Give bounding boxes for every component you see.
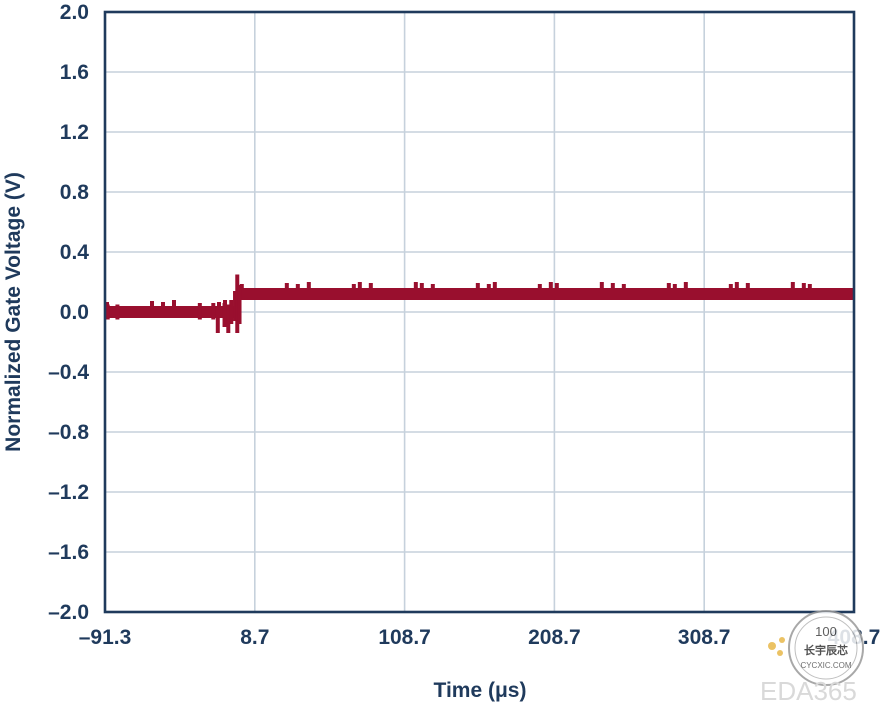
trace-ripple — [672, 284, 677, 288]
trace-ripple — [357, 282, 362, 288]
trace-ripple — [610, 283, 615, 288]
x-tick-label: 308.7 — [678, 626, 731, 649]
plot-frame — [103, 10, 856, 614]
trace-ripple — [683, 282, 688, 288]
trace-ripple — [475, 283, 480, 288]
y-tick-label: 0.8 — [60, 181, 90, 204]
y-tick-label: 1.6 — [60, 61, 89, 84]
y-tick-label: 2.0 — [60, 1, 89, 24]
trace-ripple — [666, 283, 671, 288]
trace-ripple — [419, 283, 424, 288]
trace-ripple — [306, 282, 311, 288]
trace-ripple — [621, 284, 626, 288]
watermark-url: CYCXIC.COM — [800, 661, 851, 670]
x-tick-label: 208.7 — [528, 626, 581, 649]
y-tick-label: –0.8 — [48, 421, 89, 444]
trace-ripple — [295, 284, 300, 288]
trace-ripple — [537, 284, 542, 288]
trace-ripple — [486, 284, 491, 288]
trace-ripple — [734, 282, 739, 288]
trace-ripple — [807, 284, 812, 288]
trace-ripple — [413, 282, 418, 288]
y-tick-label: 0.4 — [60, 241, 90, 264]
y-tick-label: –1.6 — [48, 541, 89, 564]
trace-spike — [226, 304, 231, 333]
trace-spike — [215, 306, 220, 333]
trace-spike — [233, 291, 238, 321]
trace-ripple — [161, 302, 165, 306]
trace-ripple — [239, 284, 244, 288]
trace-ripple — [492, 282, 497, 288]
grid-lines — [105, 12, 854, 612]
watermark-badge: 100 长宇辰芯 CYCXIC.COM — [768, 610, 864, 686]
trace-ripple — [150, 301, 154, 306]
y-tick-label: –0.4 — [48, 361, 89, 384]
watermark-corner-text: EDA365 — [760, 676, 857, 706]
trace-spike — [222, 303, 227, 327]
trace-ripple — [728, 284, 733, 288]
trace-ripple — [801, 283, 806, 288]
trace-spike — [229, 300, 234, 324]
trace-band — [239, 288, 854, 300]
trace-ripple — [430, 284, 435, 288]
trace-spike — [115, 304, 120, 320]
watermark-label: 长宇辰芯 — [804, 643, 848, 657]
y-axis-title: Normalized Gate Voltage (V) — [2, 172, 25, 452]
trace-spike — [235, 274, 240, 333]
trace-ripple — [790, 282, 795, 288]
trace-ripple — [351, 284, 356, 288]
trace-ripple — [368, 283, 373, 288]
trace-ripple — [284, 283, 289, 288]
trace-ripple — [548, 282, 553, 288]
trace-ripple — [105, 302, 109, 306]
x-axis-title: Time (μs) — [434, 679, 527, 702]
trace-spike — [105, 304, 110, 320]
trace-band — [105, 306, 240, 318]
trace-ripple — [217, 302, 221, 306]
y-tick-label: –2.0 — [48, 601, 89, 624]
trace-ripple — [599, 282, 604, 288]
y-tick-label: 0.0 — [60, 301, 89, 324]
trace-spike — [237, 285, 242, 324]
watermark-number: 100 — [815, 624, 837, 639]
trace-ripple — [554, 283, 559, 288]
trace-ripple — [172, 300, 176, 306]
y-tick-label: 1.2 — [60, 121, 89, 144]
x-tick-label: –91.3 — [79, 626, 132, 649]
signal-trace — [105, 274, 854, 333]
trace-spike — [211, 303, 216, 320]
y-tick-labels: 2.0 1.6 1.2 0.8 0.4 0.0 –0.4 –0.8 –1.2 –1.6 –2.0 — [48, 1, 89, 624]
y-tick-label: –1.2 — [48, 481, 89, 504]
trace-spike — [197, 303, 202, 320]
x-tick-label: 8.7 — [240, 626, 269, 649]
trace-ripple — [745, 283, 750, 288]
x-tick-label: 108.7 — [378, 626, 431, 649]
